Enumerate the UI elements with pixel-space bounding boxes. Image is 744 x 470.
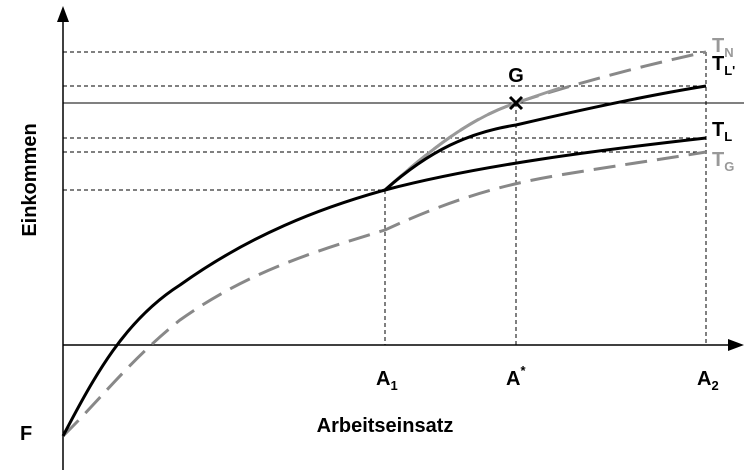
point-label: G [508,65,524,87]
guide-lines [63,51,744,345]
curve-tg [61,150,707,438]
x-point-label: A1 [376,368,398,393]
curve-label: TN [712,35,734,60]
curve-tn [384,50,707,192]
x-point-label: A* [506,363,526,390]
x-point-label: A2 [697,368,719,393]
x-axis-label: Arbeitseinsatz [317,415,454,437]
curve-label: TL [712,119,732,144]
x-arrow [728,339,744,351]
curve-tn-solid [384,86,561,192]
curve-label: TL' [712,53,735,78]
curve-tl-prime [384,84,707,192]
curve-tl [61,136,707,437]
origin-label: F [20,423,32,445]
y-arrow [57,6,69,22]
y-axis-label: Einkommen [19,123,41,236]
point-g-marker [508,95,524,111]
curve-label: TG [712,149,734,174]
